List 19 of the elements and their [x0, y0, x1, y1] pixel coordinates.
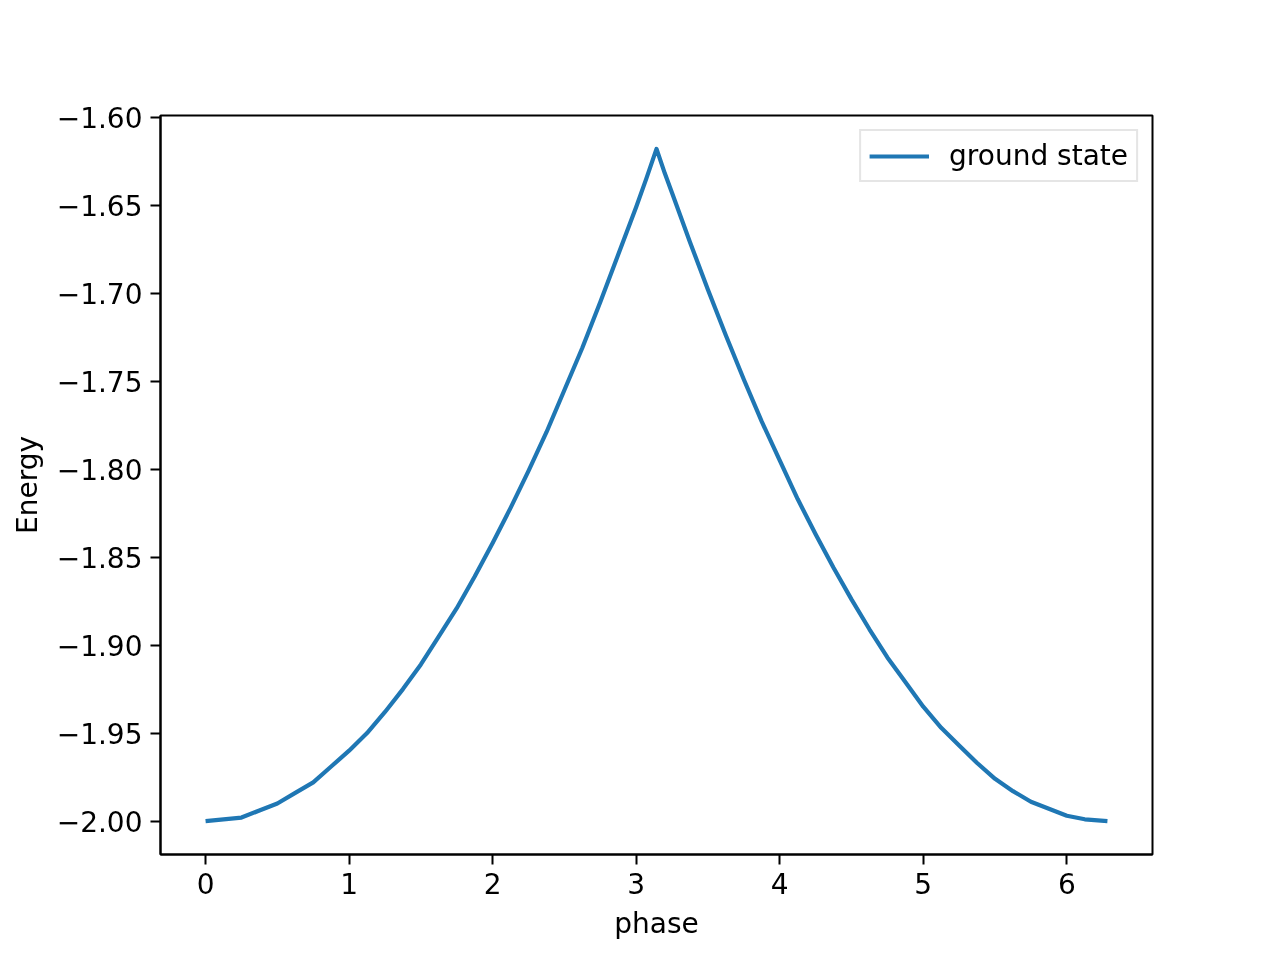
y-tick-label: −1.75	[56, 365, 143, 399]
legend-label: ground state	[949, 139, 1128, 172]
y-tick-label: −1.90	[56, 629, 143, 663]
x-axis-title: phase	[614, 906, 699, 940]
y-tick-label: −1.70	[56, 277, 143, 311]
x-tick-label: 2	[483, 867, 502, 901]
x-tick-label: 4	[770, 867, 789, 901]
y-tick-label: −1.60	[56, 101, 143, 135]
y-tick-label: −1.80	[56, 453, 143, 487]
y-tick-label: −2.00	[56, 805, 143, 839]
y-tick-label: −1.65	[56, 189, 143, 223]
x-tick-label: 0	[196, 867, 215, 901]
x-tick-label: 5	[914, 867, 933, 901]
x-tick-label: 3	[627, 867, 646, 901]
x-tick-label: 1	[340, 867, 359, 901]
y-tick-label: −1.95	[56, 717, 143, 751]
x-tick-label: 6	[1057, 867, 1076, 901]
y-axis-title: Energy	[10, 435, 44, 535]
y-tick-label: −1.85	[56, 541, 143, 575]
